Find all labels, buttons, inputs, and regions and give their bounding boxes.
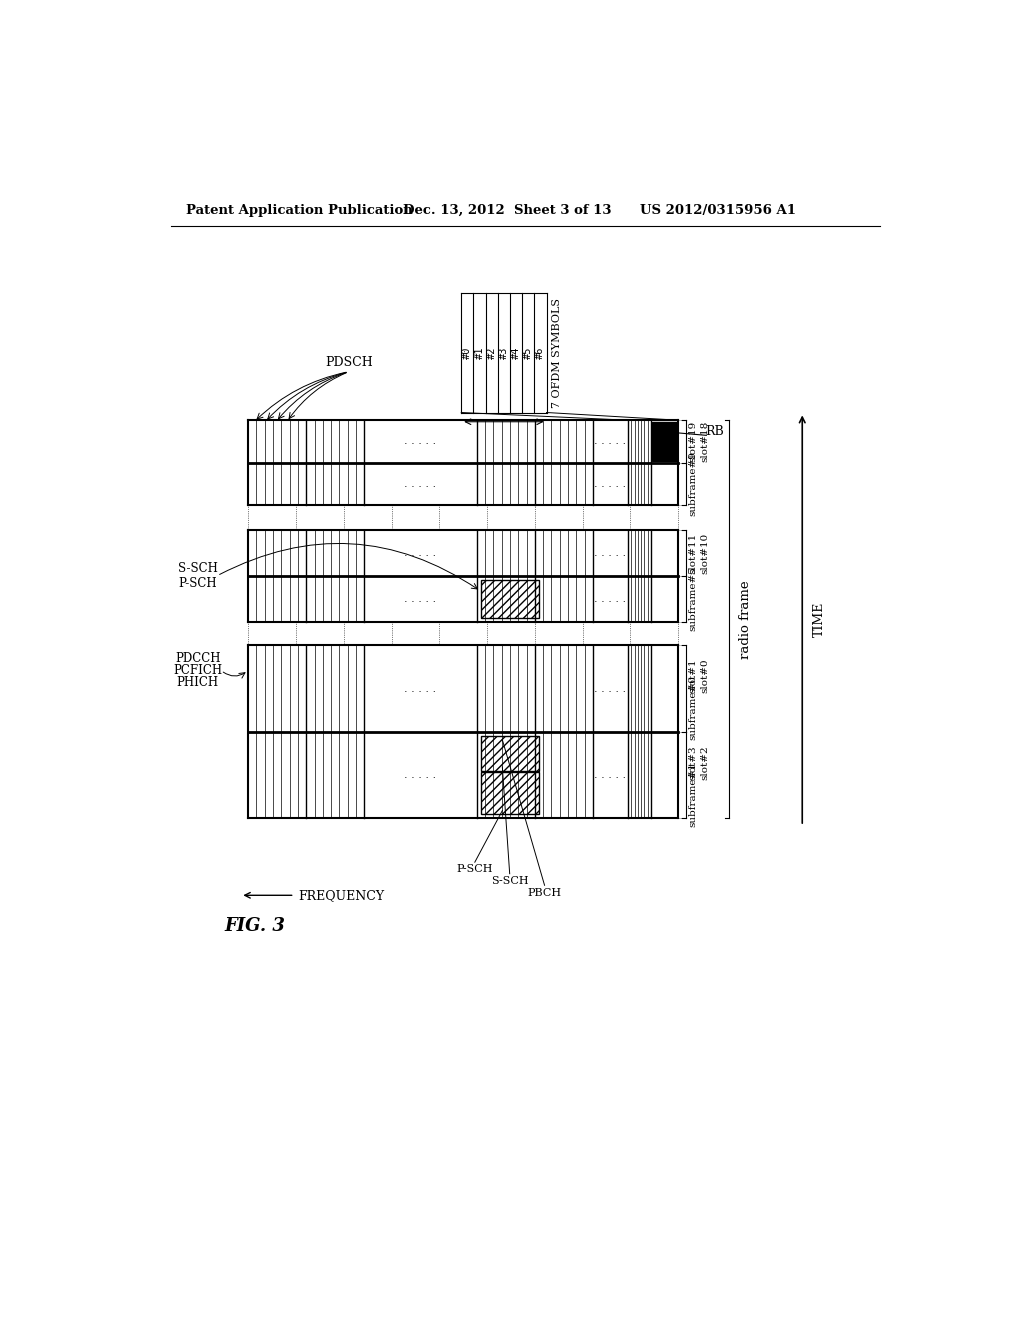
- Text: slot#11: slot#11: [688, 532, 697, 574]
- Text: PDCCH: PDCCH: [175, 652, 220, 665]
- Text: . . . . .: . . . . .: [594, 479, 627, 488]
- Text: Dec. 13, 2012  Sheet 3 of 13: Dec. 13, 2012 Sheet 3 of 13: [403, 205, 611, 218]
- Text: S-SCH: S-SCH: [490, 876, 528, 886]
- Text: PHICH: PHICH: [177, 676, 219, 689]
- Text: 7 OFDM SYMBOLS: 7 OFDM SYMBOLS: [552, 298, 562, 408]
- Text: #2: #2: [486, 347, 497, 359]
- Text: slot#18: slot#18: [700, 421, 709, 462]
- Text: PBCH: PBCH: [527, 887, 561, 898]
- Text: subframe#1: subframe#1: [688, 762, 697, 826]
- Text: slot#19: slot#19: [688, 421, 697, 462]
- Text: . . . . .: . . . . .: [594, 684, 627, 693]
- Text: PCFICH: PCFICH: [173, 664, 222, 677]
- Text: #1: #1: [474, 347, 484, 359]
- Text: subframe#9: subframe#9: [688, 451, 697, 516]
- Text: . . . . .: . . . . .: [404, 594, 436, 603]
- Text: subframe#0: subframe#0: [688, 676, 697, 741]
- Text: radio frame: radio frame: [738, 579, 752, 659]
- Bar: [480, 579, 539, 618]
- Text: . . . . .: . . . . .: [404, 437, 436, 446]
- Text: . . . . .: . . . . .: [404, 684, 436, 693]
- Text: subframe#5: subframe#5: [688, 566, 697, 631]
- Text: PDSCH: PDSCH: [325, 356, 373, 370]
- Text: TIME: TIME: [813, 602, 826, 638]
- Bar: [652, 422, 678, 461]
- Bar: [480, 772, 539, 814]
- Text: #6: #6: [536, 347, 546, 359]
- Text: slot#2: slot#2: [700, 744, 709, 780]
- Text: . . . . .: . . . . .: [594, 770, 627, 780]
- Text: #0: #0: [463, 347, 472, 359]
- Text: #3: #3: [499, 347, 509, 359]
- Text: #4: #4: [511, 347, 521, 359]
- Text: #5: #5: [523, 347, 534, 359]
- Text: US 2012/0315956 A1: US 2012/0315956 A1: [640, 205, 796, 218]
- Text: slot#10: slot#10: [700, 532, 709, 574]
- Text: Patent Application Publication: Patent Application Publication: [186, 205, 413, 218]
- Bar: [480, 737, 539, 771]
- Text: FIG. 3: FIG. 3: [225, 917, 286, 935]
- Text: . . . . .: . . . . .: [404, 548, 436, 558]
- Text: RB: RB: [706, 425, 724, 438]
- Text: FREQUENCY: FREQUENCY: [299, 888, 385, 902]
- Text: S-SCH: S-SCH: [178, 561, 218, 574]
- Text: slot#3: slot#3: [688, 744, 697, 780]
- Text: slot#0: slot#0: [700, 659, 709, 693]
- Text: P-SCH: P-SCH: [457, 865, 494, 874]
- Text: P-SCH: P-SCH: [178, 577, 217, 590]
- Text: . . . . .: . . . . .: [404, 479, 436, 488]
- Text: . . . . .: . . . . .: [404, 770, 436, 780]
- Text: . . . . .: . . . . .: [594, 548, 627, 558]
- Text: . . . . .: . . . . .: [594, 437, 627, 446]
- Text: slot#1: slot#1: [688, 659, 697, 693]
- Text: . . . . .: . . . . .: [594, 594, 627, 603]
